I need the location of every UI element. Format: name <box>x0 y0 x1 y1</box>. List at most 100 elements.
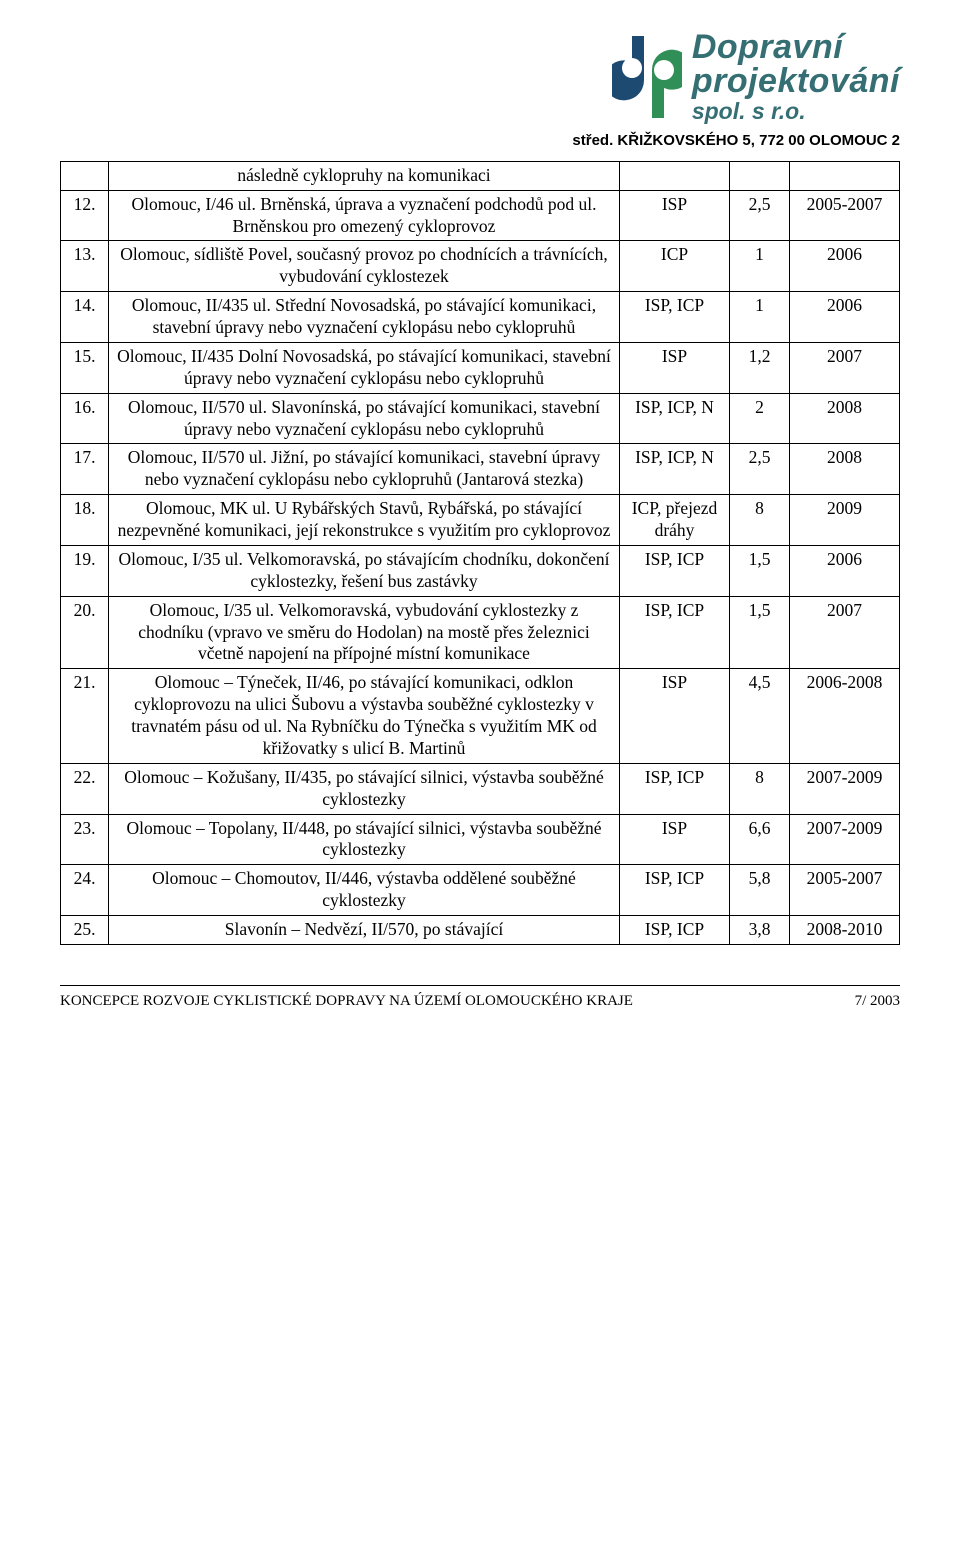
cell-desc: Olomouc – Chomoutov, II/446, výstavba od… <box>109 865 620 916</box>
table-row: 22.Olomouc – Kožušany, II/435, po stávaj… <box>61 763 900 814</box>
logo-line1: Dopravní <box>692 30 900 64</box>
cell-type: ICP, přejezd dráhy <box>620 495 730 546</box>
cell-desc: Olomouc – Týneček, II/46, po stávající k… <box>109 669 620 764</box>
table-row: 23.Olomouc – Topolany, II/448, po stávaj… <box>61 814 900 865</box>
cell-year: 2008-2010 <box>790 916 900 945</box>
table-row: 17.Olomouc, II/570 ul. Jižní, po stávají… <box>61 444 900 495</box>
cell-year: 2007 <box>790 342 900 393</box>
cell-value <box>730 161 790 190</box>
cell-desc: Olomouc, I/46 ul. Brněnská, úprava a vyz… <box>109 190 620 241</box>
cell-type: ISP, ICP, N <box>620 393 730 444</box>
cell-desc: Olomouc, sídliště Povel, současný provoz… <box>109 241 620 292</box>
data-table: následně cyklopruhy na komunikaci12.Olom… <box>60 161 900 945</box>
logo-icon <box>612 30 682 126</box>
cell-num: 22. <box>61 763 109 814</box>
cell-desc: Olomouc, II/570 ul. Slavonínská, po stáv… <box>109 393 620 444</box>
address-line: střed. KŘIŽKOVSKÉHO 5, 772 00 OLOMOUC 2 <box>60 132 900 151</box>
table-row: 20.Olomouc, I/35 ul. Velkomoravská, vybu… <box>61 596 900 669</box>
table-row: 14.Olomouc, II/435 ul. Střední Novosadsk… <box>61 292 900 343</box>
cell-desc: Olomouc, II/435 Dolní Novosadská, po stá… <box>109 342 620 393</box>
cell-year: 2008 <box>790 393 900 444</box>
table-row: 12.Olomouc, I/46 ul. Brněnská, úprava a … <box>61 190 900 241</box>
cell-desc: Olomouc – Topolany, II/448, po stávající… <box>109 814 620 865</box>
cell-year: 2007-2009 <box>790 814 900 865</box>
cell-desc: Olomouc, II/570 ul. Jižní, po stávající … <box>109 444 620 495</box>
cell-value: 1,5 <box>730 545 790 596</box>
cell-type: ISP <box>620 190 730 241</box>
cell-year: 2009 <box>790 495 900 546</box>
cell-value: 1,5 <box>730 596 790 669</box>
footer-right: 7/ 2003 <box>855 992 900 1011</box>
cell-type: ISP <box>620 669 730 764</box>
cell-desc: následně cyklopruhy na komunikaci <box>109 161 620 190</box>
cell-num: 15. <box>61 342 109 393</box>
cell-num: 17. <box>61 444 109 495</box>
table-row: následně cyklopruhy na komunikaci <box>61 161 900 190</box>
cell-num: 20. <box>61 596 109 669</box>
cell-value: 8 <box>730 495 790 546</box>
cell-num: 13. <box>61 241 109 292</box>
cell-year: 2008 <box>790 444 900 495</box>
cell-type: ISP, ICP <box>620 545 730 596</box>
cell-num: 12. <box>61 190 109 241</box>
page-header: Dopravní projektování spol. s r.o. <box>60 30 900 126</box>
cell-value: 3,8 <box>730 916 790 945</box>
footer-left: KONCEPCE ROZVOJE CYKLISTICKÉ DOPRAVY NA … <box>60 992 633 1011</box>
cell-num: 19. <box>61 545 109 596</box>
cell-desc: Olomouc – Kožušany, II/435, po stávající… <box>109 763 620 814</box>
cell-type: ISP <box>620 342 730 393</box>
table-row: 18.Olomouc, MK ul. U Rybářských Stavů, R… <box>61 495 900 546</box>
cell-type: ICP <box>620 241 730 292</box>
cell-value: 2 <box>730 393 790 444</box>
cell-year: 2006 <box>790 545 900 596</box>
cell-year: 2005-2007 <box>790 865 900 916</box>
cell-num: 18. <box>61 495 109 546</box>
cell-num: 16. <box>61 393 109 444</box>
cell-value: 2,5 <box>730 190 790 241</box>
cell-desc: Olomouc, I/35 ul. Velkomoravská, po stáv… <box>109 545 620 596</box>
cell-type <box>620 161 730 190</box>
cell-year: 2007-2009 <box>790 763 900 814</box>
logo-line3: spol. s r.o. <box>692 100 900 123</box>
logo-text: Dopravní projektování spol. s r.o. <box>692 30 900 123</box>
cell-year: 2007 <box>790 596 900 669</box>
cell-type: ISP, ICP <box>620 916 730 945</box>
cell-desc: Olomouc, MK ul. U Rybářských Stavů, Rybá… <box>109 495 620 546</box>
page-footer: KONCEPCE ROZVOJE CYKLISTICKÉ DOPRAVY NA … <box>60 985 900 1011</box>
cell-desc: Slavonín – Nedvězí, II/570, po stávající <box>109 916 620 945</box>
logo-block: Dopravní projektování spol. s r.o. <box>612 30 900 126</box>
cell-type: ISP, ICP <box>620 292 730 343</box>
table-row: 13.Olomouc, sídliště Povel, současný pro… <box>61 241 900 292</box>
cell-year: 2006 <box>790 241 900 292</box>
table-row: 15.Olomouc, II/435 Dolní Novosadská, po … <box>61 342 900 393</box>
cell-value: 1 <box>730 292 790 343</box>
cell-type: ISP, ICP, N <box>620 444 730 495</box>
cell-num <box>61 161 109 190</box>
cell-value: 5,8 <box>730 865 790 916</box>
cell-type: ISP, ICP <box>620 596 730 669</box>
cell-num: 23. <box>61 814 109 865</box>
cell-value: 6,6 <box>730 814 790 865</box>
table-row: 24.Olomouc – Chomoutov, II/446, výstavba… <box>61 865 900 916</box>
cell-value: 1 <box>730 241 790 292</box>
cell-num: 24. <box>61 865 109 916</box>
cell-num: 21. <box>61 669 109 764</box>
cell-value: 8 <box>730 763 790 814</box>
logo-line2: projektování <box>692 64 900 98</box>
cell-value: 1,2 <box>730 342 790 393</box>
cell-num: 14. <box>61 292 109 343</box>
table-row: 25.Slavonín – Nedvězí, II/570, po stávaj… <box>61 916 900 945</box>
cell-year <box>790 161 900 190</box>
table-row: 19.Olomouc, I/35 ul. Velkomoravská, po s… <box>61 545 900 596</box>
cell-type: ISP, ICP <box>620 865 730 916</box>
table-row: 21.Olomouc – Týneček, II/46, po stávajíc… <box>61 669 900 764</box>
cell-type: ISP, ICP <box>620 763 730 814</box>
cell-value: 2,5 <box>730 444 790 495</box>
cell-num: 25. <box>61 916 109 945</box>
cell-type: ISP <box>620 814 730 865</box>
cell-year: 2006-2008 <box>790 669 900 764</box>
cell-year: 2006 <box>790 292 900 343</box>
cell-desc: Olomouc, II/435 ul. Střední Novosadská, … <box>109 292 620 343</box>
cell-value: 4,5 <box>730 669 790 764</box>
table-row: 16.Olomouc, II/570 ul. Slavonínská, po s… <box>61 393 900 444</box>
